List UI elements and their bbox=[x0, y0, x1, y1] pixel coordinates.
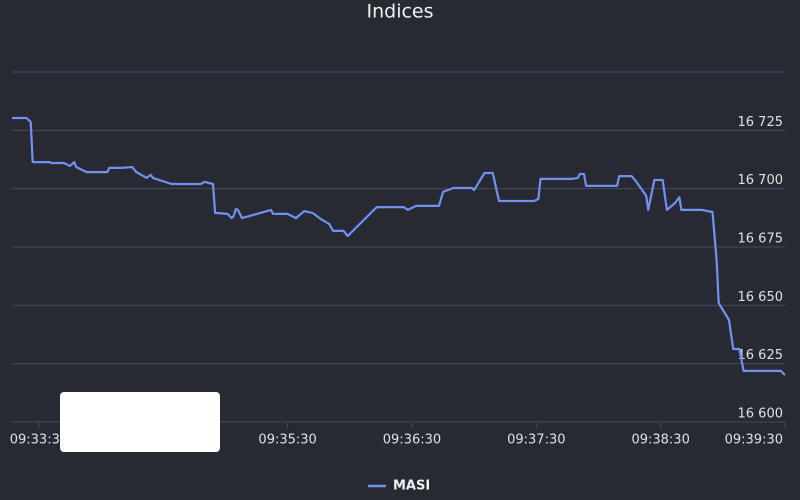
y-tick-label: 16 700 bbox=[738, 173, 784, 188]
y-tick-label: 16 600 bbox=[738, 407, 784, 422]
x-tick-label: 09:36:30 bbox=[383, 433, 441, 448]
x-tick-label: 09:39:30 bbox=[725, 433, 783, 448]
x-tick-label: 09:37:30 bbox=[507, 433, 565, 448]
watermark bbox=[60, 392, 220, 452]
y-tick-label: 16 625 bbox=[738, 348, 784, 363]
x-tick-label: 09:33:30 bbox=[10, 433, 68, 448]
x-tick-label: 09:38:30 bbox=[631, 433, 689, 448]
y-tick-label: 16 675 bbox=[738, 232, 784, 247]
y-tick-label: 16 725 bbox=[738, 115, 784, 130]
series-line bbox=[12, 116, 786, 376]
y-tick-label: 16 650 bbox=[738, 290, 784, 305]
legend-label: MASI bbox=[393, 479, 430, 494]
x-tick-label: 09:35:30 bbox=[258, 433, 316, 448]
chart-title: Indices bbox=[366, 1, 433, 23]
